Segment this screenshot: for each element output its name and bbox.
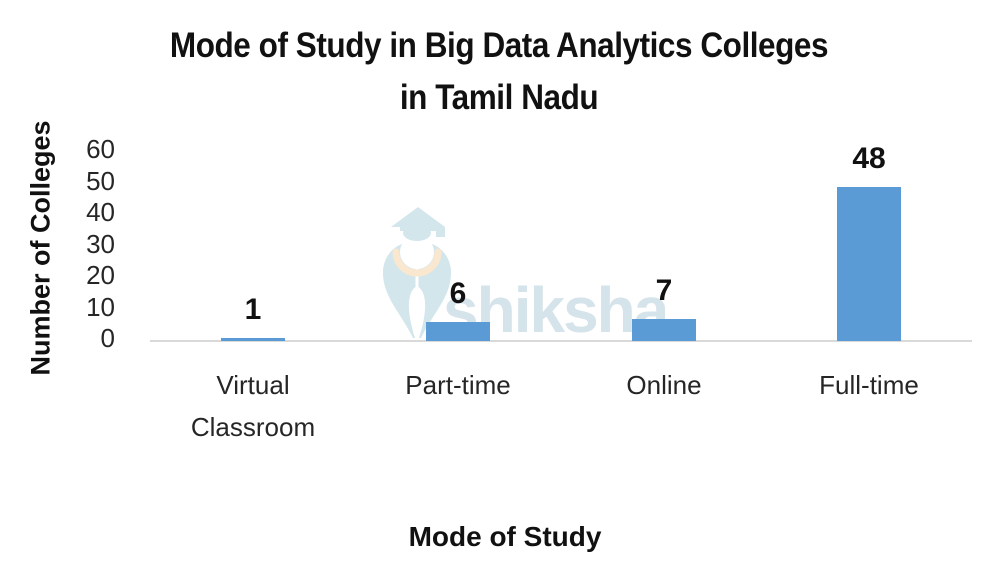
y-axis-tick-label: 0 <box>100 323 115 353</box>
x-axis-category-label: Part-time <box>405 370 511 400</box>
x-axis-category-label: Virtual Classroom <box>190 370 316 442</box>
x-axis-category-label: Full-time <box>819 370 919 400</box>
bar-online <box>632 319 696 341</box>
chart-title: Mode of Study in Big Data Analytics Coll… <box>50 20 948 124</box>
y-axis-tick-label: 10 <box>86 291 115 322</box>
chart-title-line2: in Tamil Nadu <box>399 78 599 117</box>
x-axis-category-label: Online <box>626 370 702 400</box>
bar-part-time <box>426 322 490 341</box>
y-axis-tick-label: 30 <box>86 228 115 259</box>
x-axis-line <box>150 340 972 342</box>
bar-value-label: 1 <box>244 293 262 326</box>
bar-value-label: 48 <box>852 142 886 175</box>
bar-value-label: 7 <box>655 274 673 307</box>
bar-value-label: 6 <box>449 277 467 310</box>
y-axis-tick-label: 40 <box>86 197 115 227</box>
y-axis-tick-label: 60 <box>86 134 115 164</box>
y-axis-tick-label: 20 <box>86 260 115 290</box>
y-axis-tick-label: 50 <box>86 165 115 196</box>
bar-full-time <box>837 187 901 341</box>
x-axis-title: Mode of Study <box>408 521 602 552</box>
chart-title-line1: Mode of Study in Big Data Analytics Coll… <box>169 26 829 65</box>
bar-virtual-classroom <box>221 338 285 341</box>
y-axis-title: Number of Colleges <box>25 120 56 376</box>
